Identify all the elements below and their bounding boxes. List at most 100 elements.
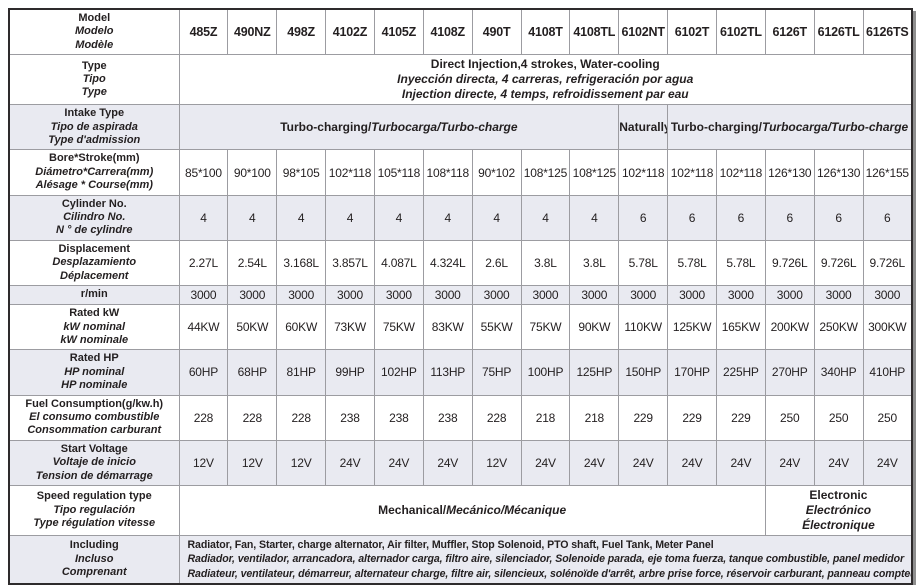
- cell-bore-11: 102*118: [715, 149, 766, 196]
- cell-rpm-10: 3000: [667, 285, 717, 306]
- cell-cylinder-3: 4: [325, 194, 375, 241]
- cell-fuel-13: 250: [813, 394, 864, 441]
- cell-model-0: 485Z: [178, 8, 229, 56]
- cell-model-1: 490NZ: [227, 8, 278, 56]
- cell-rated-hp-13: 340HP: [813, 349, 864, 396]
- cell-model-4: 4105Z: [373, 8, 424, 56]
- table-row-rated-kw: Rated kW kW nominal kW nominale 44KW 50KW 60K…: [8, 304, 913, 351]
- cell-voltage-0: 12V: [178, 439, 229, 486]
- cell-fuel-4: 238: [373, 394, 424, 441]
- cell-displacement-9: 5.78L: [618, 239, 669, 287]
- cell-fuel-6: 228: [471, 394, 522, 441]
- table-row-voltage: Start Voltage Voltaje de inicio Tension de…: [8, 439, 913, 486]
- cell-fuel-14: 250: [862, 394, 913, 441]
- cell-fuel-2: 228: [276, 394, 327, 441]
- cell-bore-1: 90*100: [227, 149, 278, 196]
- cell-displacement-11: 5.78L: [715, 239, 766, 287]
- cell-cylinder-8: 4: [569, 194, 620, 241]
- cell-model-9: 6102NT: [618, 8, 669, 56]
- table-row-type: Type Tipo Type Direct Injection,4 strokes, …: [8, 54, 913, 106]
- cell-rated-kw-0: 44KW: [178, 304, 229, 351]
- cell-rated-kw-13: 250KW: [813, 304, 864, 351]
- cell-bore-5: 108*118: [422, 149, 473, 196]
- cell-fuel-10: 229: [667, 394, 717, 441]
- table-row-displacement: Displacement Desplazamiento Déplacement 2.2…: [8, 239, 913, 287]
- cell-cylinder-1: 4: [227, 194, 278, 241]
- cell-rated-hp-2: 81HP: [276, 349, 327, 396]
- cell-rpm-3: 3000: [325, 285, 375, 306]
- cell-model-7: 4108T: [520, 8, 571, 56]
- cell-voltage-9: 24V: [618, 439, 669, 486]
- cell-rpm-4: 3000: [373, 285, 424, 306]
- cell-displacement-0: 2.27L: [178, 239, 229, 287]
- cell-voltage-13: 24V: [813, 439, 864, 486]
- cell-model-2: 498Z: [276, 8, 327, 56]
- cell-displacement-1: 2.54L: [227, 239, 278, 287]
- cell-displacement-7: 3.8L: [520, 239, 571, 287]
- row-label-fuel: Fuel Consumption(g/kw.h) El consumo combu…: [8, 394, 180, 441]
- cell-cylinder-4: 4: [373, 194, 424, 241]
- cell-model-3: 4102Z: [325, 8, 375, 56]
- cell-voltage-2: 12V: [276, 439, 327, 486]
- cell-bore-4: 105*118: [373, 149, 424, 196]
- cell-rated-kw-11: 165KW: [715, 304, 766, 351]
- cell-fuel-5: 238: [422, 394, 473, 441]
- cell-intake-2: Turbo-charging/Turbocarga/Turbo-charge: [667, 104, 913, 151]
- cell-bore-7: 108*125: [520, 149, 571, 196]
- cell-rated-kw-2: 60KW: [276, 304, 327, 351]
- cell-cylinder-9: 6: [618, 194, 669, 241]
- cell-intake-0: Turbo-charging/Turbocarga/Turbo-charge: [178, 104, 620, 151]
- cell-rated-kw-7: 75KW: [520, 304, 571, 351]
- table-row-rated-hp: Rated HP HP nominal HP nominale 60HP 68HP 81H…: [8, 349, 913, 396]
- cell-cylinder-6: 4: [471, 194, 522, 241]
- cell-bore-8: 108*125: [569, 149, 620, 196]
- cell-model-5: 4108Z: [422, 8, 473, 56]
- cell-voltage-7: 24V: [520, 439, 571, 486]
- cell-model-13: 6126TL: [813, 8, 864, 56]
- cell-cylinder-5: 4: [422, 194, 473, 241]
- row-label-rpm: r/min: [8, 285, 180, 306]
- cell-model-8: 4108TL: [569, 8, 620, 56]
- cell-cylinder-2: 4: [276, 194, 327, 241]
- cell-bore-14: 126*155: [862, 149, 913, 196]
- cell-intake-1: Naturally: [618, 104, 669, 151]
- cell-fuel-12: 250: [764, 394, 815, 441]
- cell-fuel-8: 218: [569, 394, 620, 441]
- cell-rpm-2: 3000: [276, 285, 327, 306]
- cell-rpm-7: 3000: [520, 285, 571, 306]
- cell-displacement-10: 5.78L: [667, 239, 717, 287]
- cell-displacement-3: 3.857L: [325, 239, 375, 287]
- cell-rated-hp-9: 150HP: [618, 349, 669, 396]
- table-row-bore: Bore*Stroke(mm) Diámetro*Carrera(mm) Alésa…: [8, 149, 913, 196]
- cell-rated-kw-6: 55KW: [471, 304, 522, 351]
- engine-spec-table: Model Modelo Modèle 485Z 490NZ 498Z 4102Z 4105Z…: [8, 8, 913, 585]
- cell-rated-hp-1: 68HP: [227, 349, 278, 396]
- cell-fuel-3: 238: [325, 394, 375, 441]
- cell-rated-kw-12: 200KW: [764, 304, 815, 351]
- cell-fuel-7: 218: [520, 394, 571, 441]
- table-row-fuel: Fuel Consumption(g/kw.h) El consumo combu…: [8, 394, 913, 441]
- table-row-rpm: r/min 3000 3000 3000 3000 3000 3000 3000 3000 300…: [8, 285, 913, 306]
- cell-model-6: 490T: [471, 8, 522, 56]
- row-label-type: Type Tipo Type: [8, 54, 180, 106]
- cell-cylinder-0: 4: [178, 194, 229, 241]
- cell-rated-kw-10: 125KW: [667, 304, 717, 351]
- cell-displacement-13: 9.726L: [813, 239, 864, 287]
- row-label-voltage: Start Voltage Voltaje de inicio Tension de…: [8, 439, 180, 486]
- row-label-cylinder: Cylinder No. Cilindro No. N ° de cylindre: [8, 194, 180, 241]
- cell-bore-10: 102*118: [667, 149, 717, 196]
- row-label-intake: Intake Type Tipo de aspirada Type d'admiss…: [8, 104, 180, 151]
- cell-speed-regulation-1: Electronic Electrónico Électronique: [764, 484, 913, 536]
- cell-displacement-2: 3.168L: [276, 239, 327, 287]
- cell-bore-3: 102*118: [325, 149, 375, 196]
- cell-voltage-4: 24V: [373, 439, 424, 486]
- table-row-intake: Intake Type Tipo de aspirada Type d'admiss…: [8, 104, 913, 151]
- cell-fuel-1: 228: [227, 394, 278, 441]
- cell-rpm-14: 3000: [862, 285, 913, 306]
- cell-model-14: 6126TS: [862, 8, 913, 56]
- cell-rpm-1: 3000: [227, 285, 278, 306]
- cell-displacement-14: 9.726L: [862, 239, 913, 287]
- row-label-model: Model Modelo Modèle: [8, 8, 180, 56]
- cell-type-0: Direct Injection,4 strokes, Water-coolin…: [178, 54, 913, 106]
- cell-bore-12: 126*130: [764, 149, 815, 196]
